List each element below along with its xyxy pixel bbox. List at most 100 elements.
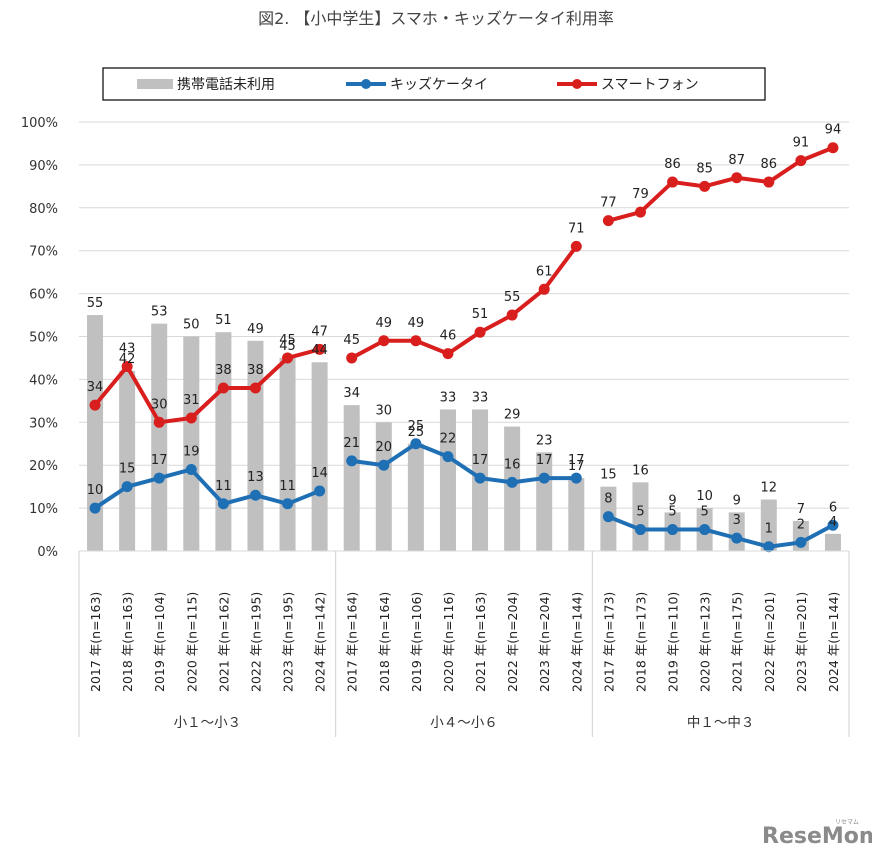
data-label-smartphone: 47 xyxy=(311,324,328,339)
data-label-smartphone: 71 xyxy=(568,221,585,236)
data-label-unused: 33 xyxy=(440,390,457,405)
data-label-unused: 16 xyxy=(632,463,649,478)
point-kids xyxy=(506,476,518,488)
point-kids xyxy=(667,524,679,536)
legend-swatch-unused xyxy=(137,79,173,89)
x-axis: 2017 年(n=163) 2018 年(n=163) 2019 年(n=104) 2… xyxy=(78,550,850,737)
y-tick-label: 70% xyxy=(29,245,58,260)
x-tick-label: 2022 年(n=195) xyxy=(248,592,263,692)
legend-box xyxy=(102,67,766,101)
data-label-unused: 29 xyxy=(504,408,521,423)
x-tick-label: 2019 年(n=106) xyxy=(409,592,424,692)
data-label-unused: 7 xyxy=(797,502,805,517)
data-label-smartphone: 45 xyxy=(279,333,296,348)
logo-ruby: リセマム xyxy=(835,819,859,826)
data-label-kids: 8 xyxy=(604,492,612,507)
data-label-unused: 15 xyxy=(600,468,617,483)
point-kids xyxy=(346,455,358,467)
y-tick-label: 0% xyxy=(37,545,58,560)
point-kids xyxy=(410,438,422,450)
data-label-smartphone: 55 xyxy=(504,290,521,305)
point-smartphone xyxy=(506,309,518,321)
point-kids xyxy=(249,489,261,501)
point-smartphone xyxy=(570,240,582,252)
point-kids xyxy=(763,541,775,553)
x-tick-label: 2020 年(n=115) xyxy=(184,592,199,692)
point-kids xyxy=(827,519,839,531)
data-label-kids: 13 xyxy=(247,470,264,485)
data-label-smartphone: 38 xyxy=(215,363,232,378)
x-tick-label: 2023 年(n=204) xyxy=(537,592,552,692)
data-label-kids: 3 xyxy=(733,513,741,528)
data-label-kids: 6 xyxy=(829,500,837,515)
group-label: 中１〜中３ xyxy=(687,715,755,731)
x-tick-label: 2023 年(n=195) xyxy=(281,592,296,692)
x-tick-label: 2018 年(n=163) xyxy=(120,592,135,692)
x-tick-label: 2018 年(n=164) xyxy=(377,592,392,692)
point-smartphone xyxy=(442,348,454,360)
data-label-smartphone: 31 xyxy=(183,393,200,408)
point-smartphone xyxy=(410,335,422,347)
point-smartphone xyxy=(217,382,229,394)
point-kids xyxy=(185,463,197,475)
point-kids xyxy=(314,485,326,497)
legend: 携帯電話未利用 キッズケータイ スマートフォン xyxy=(102,67,766,101)
point-kids xyxy=(121,481,133,493)
point-smartphone xyxy=(185,412,197,424)
y-tick-label: 60% xyxy=(29,288,58,303)
y-axis: 0% 10% 20% 30% 40% 50% 60% 70% 80% 90% 100% xyxy=(21,116,58,560)
data-label-unused: 9 xyxy=(668,493,676,508)
data-label-unused: 45 xyxy=(279,339,296,354)
data-label-smartphone: 87 xyxy=(728,153,745,168)
group-label: 小１〜小３ xyxy=(174,715,242,731)
x-tick-label: 2021 年(n=162) xyxy=(216,592,231,692)
chart-title: 図2. 【小中学生】スマホ・キッズケータイ利用率 xyxy=(258,9,614,28)
data-label-kids: 1 xyxy=(765,522,773,537)
point-smartphone xyxy=(378,335,390,347)
data-label-kids: 17 xyxy=(536,453,553,468)
bar-unused xyxy=(87,315,104,551)
point-kids xyxy=(570,472,582,484)
legend-label-smartphone: スマートフォン xyxy=(601,77,699,93)
x-tick-label: 2024 年(n=144) xyxy=(569,592,584,692)
data-label-smartphone: 79 xyxy=(632,187,649,202)
bar-unused xyxy=(632,482,649,551)
x-tick-label: 2019 年(n=104) xyxy=(152,592,167,692)
data-label-kids: 2 xyxy=(797,517,805,532)
bar-unused xyxy=(504,426,521,551)
x-tick-label: 2018 年(n=173) xyxy=(633,592,648,692)
point-kids xyxy=(282,498,294,510)
bar-unused xyxy=(311,362,328,551)
y-tick-label: 10% xyxy=(29,502,58,517)
data-label-unused: 55 xyxy=(87,296,104,311)
data-label-unused: 44 xyxy=(311,343,328,358)
line-smartphone xyxy=(607,145,834,223)
x-tick-label: 2020 年(n=116) xyxy=(441,592,456,692)
bar-unused xyxy=(568,478,585,551)
data-label-unused: 42 xyxy=(119,352,136,367)
data-label-smartphone: 51 xyxy=(472,307,489,322)
line-kids xyxy=(93,467,321,510)
data-label-smartphone: 77 xyxy=(600,196,617,211)
data-label-kids: 5 xyxy=(700,505,708,520)
bar-unused xyxy=(824,533,841,551)
data-label-kids: 14 xyxy=(311,466,328,481)
data-label-kids: 17 xyxy=(472,453,489,468)
data-label-unused: 9 xyxy=(733,493,741,508)
legend-label-kids: キッズケータイ xyxy=(390,77,488,93)
data-label-unused: 33 xyxy=(472,390,489,405)
y-tick-label: 40% xyxy=(29,373,58,388)
point-smartphone xyxy=(249,382,261,394)
bar-unused xyxy=(279,357,296,551)
bar-unused xyxy=(119,370,136,551)
point-smartphone xyxy=(763,176,775,188)
bar-unused xyxy=(760,499,777,551)
x-tick-label: 2021 年(n=163) xyxy=(473,592,488,692)
x-tick-label: 2017 年(n=164) xyxy=(345,592,360,692)
x-tick-label: 2024 年(n=142) xyxy=(313,592,328,692)
data-label-smartphone: 30 xyxy=(151,397,168,412)
point-smartphone xyxy=(282,352,294,364)
x-tick-label: 2020 年(n=123) xyxy=(698,592,713,692)
data-label-unused: 53 xyxy=(151,305,168,320)
